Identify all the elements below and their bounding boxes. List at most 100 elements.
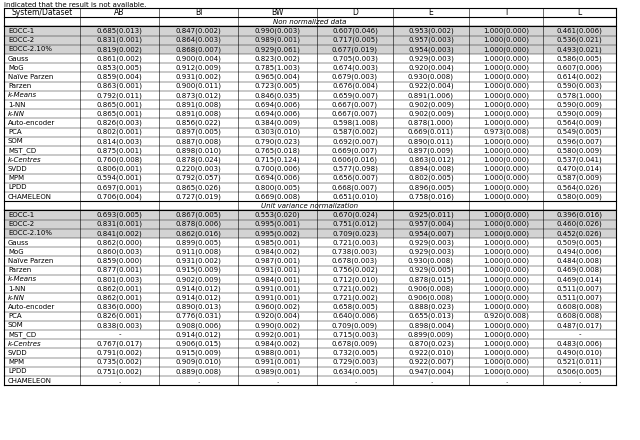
Text: 0.791(0.002): 0.791(0.002) — [97, 350, 143, 356]
Text: 0.487(0.017): 0.487(0.017) — [557, 322, 602, 329]
Text: 1.000(0.000): 1.000(0.000) — [483, 83, 529, 89]
Text: 0.984(0.001): 0.984(0.001) — [255, 276, 300, 282]
Text: 0.862(0.001): 0.862(0.001) — [97, 294, 143, 301]
Text: MPM: MPM — [8, 359, 24, 365]
Text: 1.000(0.000): 1.000(0.000) — [483, 46, 529, 53]
Text: 0.915(0.009): 0.915(0.009) — [175, 350, 221, 356]
Text: 0.483(0.006): 0.483(0.006) — [557, 341, 602, 347]
Text: 0.668(0.007): 0.668(0.007) — [332, 184, 378, 191]
Text: .: . — [430, 378, 432, 384]
Text: 0.878(0.015): 0.878(0.015) — [408, 276, 454, 282]
Text: 0.947(0.004): 0.947(0.004) — [408, 368, 454, 374]
Text: 0.860(0.003): 0.860(0.003) — [97, 249, 143, 255]
Text: BI: BI — [195, 8, 202, 17]
Text: 0.846(0.035): 0.846(0.035) — [255, 92, 300, 99]
Text: 0.790(0.023): 0.790(0.023) — [255, 138, 300, 145]
Text: 0.721(0.002): 0.721(0.002) — [332, 294, 378, 301]
Text: 1.000(0.000): 1.000(0.000) — [483, 37, 529, 44]
Text: 0.836(0.000): 0.836(0.000) — [97, 304, 143, 310]
Text: 0.929(0.005): 0.929(0.005) — [408, 267, 454, 273]
Text: 0.891(0.008): 0.891(0.008) — [175, 101, 221, 108]
Text: 0.580(0.009): 0.580(0.009) — [557, 193, 602, 200]
Text: 0.656(0.007): 0.656(0.007) — [332, 175, 378, 181]
Text: 0.580(0.009): 0.580(0.009) — [557, 147, 602, 154]
Text: 0.906(0.008): 0.906(0.008) — [408, 286, 454, 292]
Text: EOCC-2.10%: EOCC-2.10% — [8, 231, 52, 236]
Text: 0.878(1.000): 0.878(1.000) — [408, 120, 454, 126]
Text: 1.000(0.000): 1.000(0.000) — [483, 230, 529, 237]
Text: 1.000(0.000): 1.000(0.000) — [483, 55, 529, 62]
Text: 0.889(0.008): 0.889(0.008) — [175, 368, 221, 374]
Text: Non normalized data: Non normalized data — [273, 19, 347, 25]
Text: 0.715(0.124): 0.715(0.124) — [255, 157, 300, 163]
Text: 0.878(0.024): 0.878(0.024) — [175, 157, 221, 163]
Text: 0.914(0.012): 0.914(0.012) — [175, 331, 221, 338]
Text: LPDD: LPDD — [8, 368, 26, 374]
Text: .: . — [118, 378, 120, 384]
Text: 0.897(0.009): 0.897(0.009) — [408, 147, 454, 154]
Text: 0.678(0.003): 0.678(0.003) — [332, 258, 378, 264]
Text: 0.887(0.008): 0.887(0.008) — [175, 138, 221, 145]
Text: 0.670(0.024): 0.670(0.024) — [332, 212, 378, 218]
Text: 0.920(0.004): 0.920(0.004) — [408, 65, 454, 71]
Text: 0.865(0.001): 0.865(0.001) — [97, 101, 143, 108]
Text: EOCC-2: EOCC-2 — [8, 37, 34, 43]
Text: 0.758(0.016): 0.758(0.016) — [408, 193, 454, 200]
Text: 0.831(0.001): 0.831(0.001) — [97, 37, 143, 44]
Text: 1.000(0.000): 1.000(0.000) — [483, 193, 529, 200]
Text: 0.537(0.041): 0.537(0.041) — [557, 157, 602, 163]
Text: CHAMELEON: CHAMELEON — [8, 194, 52, 200]
Text: 0.863(0.012): 0.863(0.012) — [408, 157, 454, 163]
Text: 0.697(0.001): 0.697(0.001) — [97, 184, 143, 191]
Text: 0.594(0.001): 0.594(0.001) — [97, 175, 142, 181]
Text: -: - — [579, 332, 580, 337]
Text: 0.767(0.017): 0.767(0.017) — [97, 341, 143, 347]
Text: 0.914(0.012): 0.914(0.012) — [175, 294, 221, 301]
Text: 1-NN: 1-NN — [8, 286, 26, 292]
Text: 0.891(1.006): 0.891(1.006) — [408, 92, 454, 99]
Text: 0.896(0.005): 0.896(0.005) — [408, 184, 454, 191]
Text: 1.000(0.000): 1.000(0.000) — [483, 175, 529, 181]
Text: Parzen: Parzen — [8, 83, 31, 89]
Text: 0.509(0.005): 0.509(0.005) — [557, 239, 602, 246]
Text: 0.826(0.001): 0.826(0.001) — [97, 313, 143, 319]
Text: 0.909(0.010): 0.909(0.010) — [175, 359, 221, 366]
Text: 0.596(0.007): 0.596(0.007) — [557, 138, 602, 145]
Text: 0.898(0.010): 0.898(0.010) — [175, 147, 221, 154]
Text: .: . — [579, 378, 580, 384]
Text: 0.564(0.026): 0.564(0.026) — [557, 184, 602, 191]
Text: 0.912(0.009): 0.912(0.009) — [175, 65, 221, 71]
Text: 0.914(0.012): 0.914(0.012) — [175, 286, 221, 292]
Text: 0.985(0.001): 0.985(0.001) — [255, 239, 300, 246]
Text: 0.717(0.005): 0.717(0.005) — [332, 37, 378, 44]
Text: 0.303(0.010): 0.303(0.010) — [255, 129, 301, 136]
Text: 0.908(0.006): 0.908(0.006) — [175, 322, 221, 329]
Text: 0.865(0.026): 0.865(0.026) — [175, 184, 221, 191]
Text: 0.911(0.008): 0.911(0.008) — [175, 249, 221, 255]
Text: 0.564(0.009): 0.564(0.009) — [557, 120, 602, 126]
Text: 0.460(0.026): 0.460(0.026) — [557, 221, 602, 227]
Text: 0.922(0.010): 0.922(0.010) — [408, 350, 454, 356]
Text: MoG: MoG — [8, 249, 24, 255]
Text: 0.511(0.007): 0.511(0.007) — [557, 286, 602, 292]
Text: 0.865(0.001): 0.865(0.001) — [97, 110, 143, 117]
Text: 1.000(0.000): 1.000(0.000) — [483, 286, 529, 292]
Text: 0.721(0.003): 0.721(0.003) — [332, 239, 378, 246]
Text: 0.658(0.005): 0.658(0.005) — [332, 304, 378, 310]
Text: 0.954(0.007): 0.954(0.007) — [408, 230, 454, 237]
Text: 0.493(0.021): 0.493(0.021) — [557, 46, 602, 53]
Text: 0.841(0.002): 0.841(0.002) — [97, 230, 142, 237]
Text: 0.995(0.002): 0.995(0.002) — [255, 230, 300, 237]
Text: SVDD: SVDD — [8, 350, 28, 356]
Text: 0.590(0.009): 0.590(0.009) — [557, 101, 602, 108]
Text: 0.868(0.007): 0.868(0.007) — [175, 46, 221, 53]
Text: 0.756(0.002): 0.756(0.002) — [332, 267, 378, 273]
Text: 0.891(0.008): 0.891(0.008) — [175, 110, 221, 117]
Text: 0.902(0.009): 0.902(0.009) — [408, 110, 454, 117]
Text: 0.614(0.002): 0.614(0.002) — [557, 74, 602, 80]
Text: 1.000(0.000): 1.000(0.000) — [483, 276, 529, 282]
Text: 0.806(0.001): 0.806(0.001) — [97, 166, 143, 172]
Text: 0.506(0.005): 0.506(0.005) — [557, 368, 602, 374]
Text: 1.000(0.000): 1.000(0.000) — [483, 294, 529, 301]
Text: 0.490(0.010): 0.490(0.010) — [557, 350, 602, 356]
